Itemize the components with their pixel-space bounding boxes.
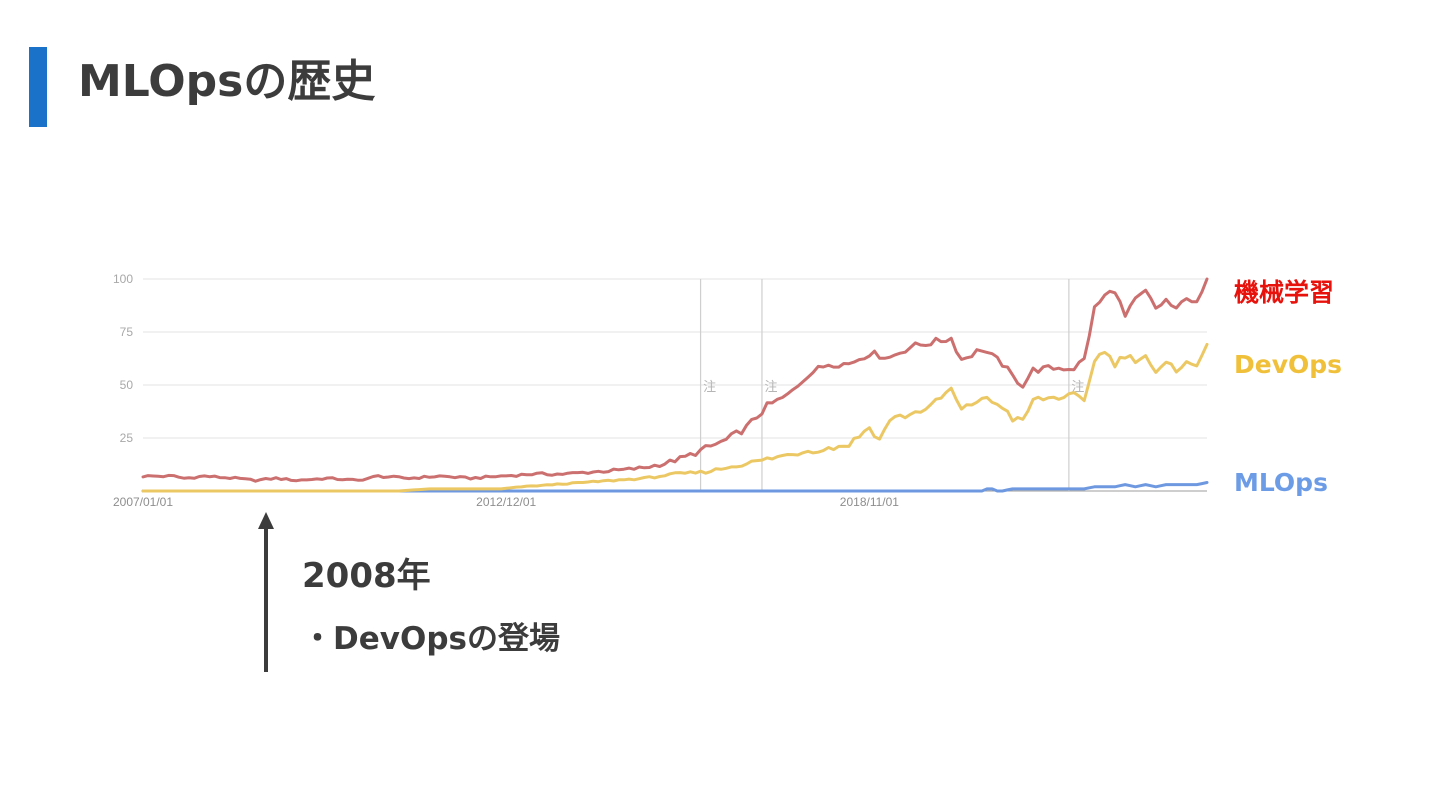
page-title: MLOpsの歴史 (78, 56, 376, 107)
y-tick-label-50: 50 (120, 378, 134, 392)
note-bullet: ・DevOpsの登場 (302, 621, 560, 657)
series-label-0: 機械学習 (1234, 278, 1334, 307)
note-year: 2008年 (302, 556, 431, 596)
event-marker-label-0: 注 (703, 380, 716, 395)
event-marker-label-1: 注 (764, 380, 777, 395)
x-tick-label-0: 2007/01/01 (113, 495, 173, 509)
series-label-1: DevOps (1234, 350, 1342, 379)
x-tick-label-1: 2012/12/01 (476, 495, 536, 509)
y-tick-label-75: 75 (120, 325, 134, 339)
title-accent-bar (29, 47, 47, 127)
timeline-arrow-head (258, 512, 274, 529)
timeline-arrow-shaft (264, 527, 268, 672)
x-tick-label-2: 2018/11/01 (840, 495, 899, 509)
series-line-0 (141, 277, 1209, 483)
series-label-2: MLOps (1234, 468, 1328, 497)
series-line-1 (141, 342, 1209, 493)
y-tick-label-25: 25 (120, 431, 134, 445)
y-tick-label-100: 100 (113, 272, 133, 286)
